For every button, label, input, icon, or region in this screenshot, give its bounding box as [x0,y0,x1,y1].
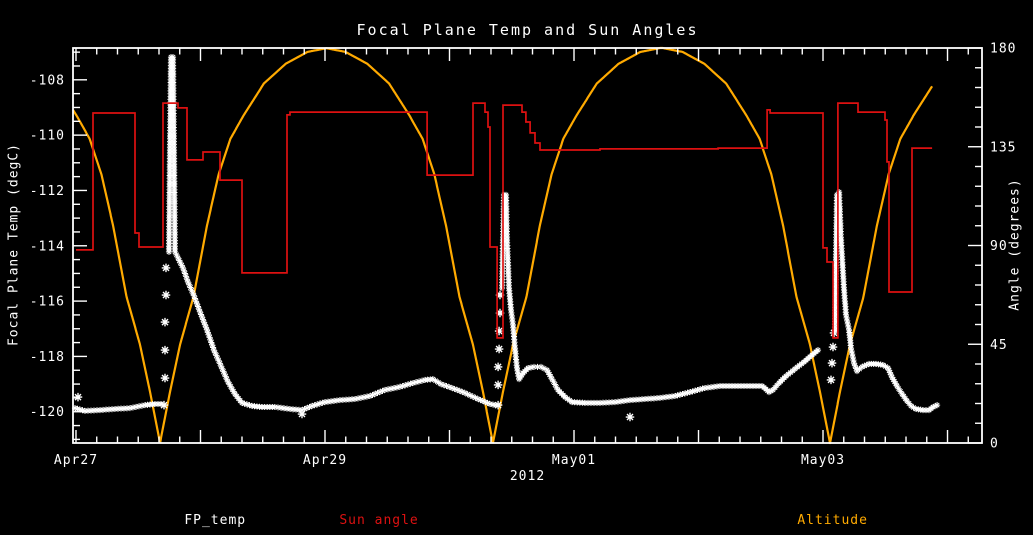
chart-title: Focal Plane Temp and Sun Angles [356,21,699,39]
y-right-tick-label: 90 [990,239,1008,254]
x-tick-label: Apr29 [303,453,347,468]
tick-labels: Apr27 Apr29 May01 May03 -108 -110 -112 -114 -116… [30,42,1016,469]
y-left-tick-label: -114 [30,239,65,254]
legend-label-fp-temp: FP_temp [184,513,247,528]
y-right-tick-label: 0 [990,437,999,452]
y-left-tick-label: -116 [30,295,65,310]
x-tick-label: May01 [552,453,596,468]
legend-item-sun-angle: Sun angle [304,498,419,535]
sun-angle-line [76,102,933,339]
fp-temp-asterisk [826,374,836,385]
fp-temp-asterisk [160,345,170,356]
y-left-tick-label: -110 [30,129,65,144]
fp-temp-asterisk [625,412,635,422]
fp-temp-asterisk [161,290,171,300]
fp-temp-asterisk [827,358,837,369]
legend-item-altitude: Altitude [762,498,868,535]
legend-item-fp-temp: FP_temp [149,498,246,535]
fp-temp-asterisk [73,392,83,403]
fp-temp-asterisk [160,373,170,383]
axis-box [72,47,983,444]
legend-label-altitude: Altitude [797,513,868,528]
fp-temp-asterisk [494,344,505,354]
x-tick-label: May03 [801,453,845,468]
altitude-line [72,46,934,445]
y-left-tick-label: -118 [30,350,65,365]
y-right-tick-label: 180 [990,42,1016,57]
axes [72,47,983,444]
y-left-tick-label: -120 [30,405,65,420]
y-left-tick-label: -112 [30,184,65,199]
altitude-series [72,46,934,445]
fp-temp-asterisk [828,342,838,352]
fp-temp-asterisk [814,346,822,354]
fp-temp-asterisk [160,317,170,328]
y-right-tick-label: 135 [990,140,1016,155]
fp-temp-asterisk [933,401,941,409]
y-left-tick-label: -108 [30,73,65,88]
fp-temp-asterisk [829,327,839,338]
legend-label-sun-angle: Sun angle [339,513,419,528]
fp-temp-asterisk [493,361,504,372]
y-right-tick-label: 45 [990,338,1008,353]
sun-angle-series [76,102,933,339]
fp-temp-asterisk [161,262,171,273]
fp-temp-asterisk [159,400,169,411]
fp-temp-asterisk [493,379,504,390]
fp-temp-asterisk [494,326,505,336]
fp-temp-asterisk [297,409,307,419]
fp-temp-asterisk [493,400,504,411]
x-axis-year-label: 2012 [509,469,546,484]
fp-temp-series [71,53,941,422]
x-tick-label: Apr27 [54,453,98,468]
